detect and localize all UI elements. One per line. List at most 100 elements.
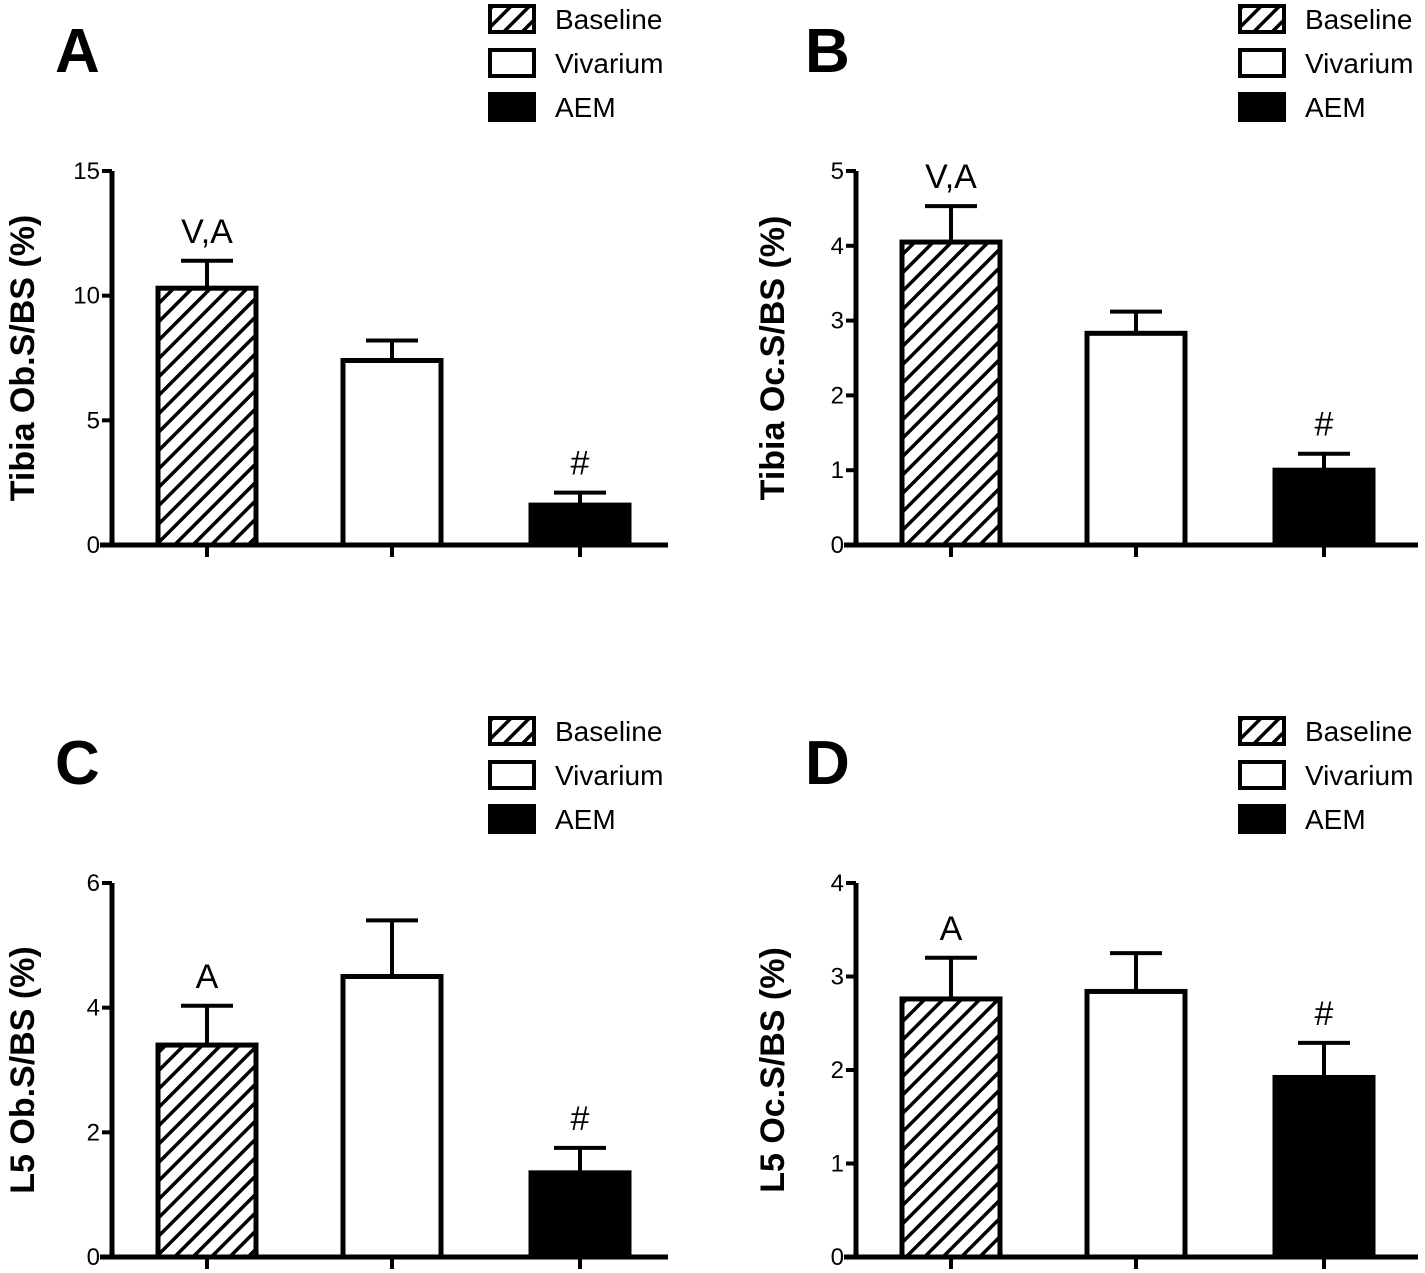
legend-swatch xyxy=(488,716,536,746)
y-tick-label: 0 xyxy=(831,532,844,559)
y-tick-label: 2 xyxy=(831,1057,844,1084)
panel-c: C Baseline Vivarium AEM 0 2 4 6 L5 Ob.S/BS (%) A # xyxy=(4,716,668,1271)
legend-item-baseline: Baseline xyxy=(1238,716,1412,747)
y-tick-label: 15 xyxy=(73,158,100,185)
panel-a: A Baseline Vivarium AEM 0 5 10 15 Tibia Ob.S/BS … xyxy=(4,4,668,559)
y-tick-label: 5 xyxy=(87,407,100,434)
legend-item-aem: AEM xyxy=(1238,92,1366,123)
bar-rect xyxy=(899,239,1003,548)
y-tick-label: 2 xyxy=(87,1119,100,1146)
bar-rect xyxy=(1084,330,1188,548)
legend-label: AEM xyxy=(555,92,616,123)
y-tick-label: 10 xyxy=(73,283,100,310)
legend-swatch xyxy=(1238,48,1286,78)
legend-item-aem: AEM xyxy=(1238,804,1366,835)
panel-b: B Baseline Vivarium AEM 0 1 2 3 4 5 Tibia Oc.S/BS … xyxy=(754,4,1418,559)
legend-swatch xyxy=(1238,716,1286,746)
bar-aem xyxy=(528,490,632,548)
bar-rect xyxy=(340,357,444,548)
y-tick-label: 4 xyxy=(831,233,844,260)
legend-label: Vivarium xyxy=(555,760,663,791)
legend-swatch xyxy=(488,92,536,122)
legend-label: Baseline xyxy=(555,4,662,35)
y-tick-label: 0 xyxy=(87,1244,100,1271)
y-axis-label: L5 Oc.S/BS (%) xyxy=(754,947,792,1193)
panel-d: D Baseline Vivarium AEM 0 1 2 3 4 L5 Oc.S/BS (%) A… xyxy=(754,716,1418,1271)
significance-label: V,A xyxy=(181,213,233,251)
panel-letter: A xyxy=(55,17,100,86)
bar-rect xyxy=(1084,988,1188,1260)
legend-label: Baseline xyxy=(1305,716,1412,747)
legend-item-vivarium: Vivarium xyxy=(488,760,663,791)
bar-rect xyxy=(155,285,259,548)
bar-aem xyxy=(1272,451,1376,548)
y-tick-label: 0 xyxy=(831,1244,844,1271)
panel-letter: D xyxy=(805,729,850,798)
bar-vivarium xyxy=(340,918,444,1260)
y-tick-label: 6 xyxy=(87,870,100,897)
legend-swatch xyxy=(1238,4,1286,34)
significance-label: A xyxy=(196,958,219,996)
bar-rect xyxy=(155,1042,259,1260)
legend-label: AEM xyxy=(555,804,616,835)
y-tick-label: 2 xyxy=(831,382,844,409)
y-axis-label: Tibia Ob.S/BS (%) xyxy=(4,215,42,502)
legend-label: AEM xyxy=(1305,92,1366,123)
legend-swatch xyxy=(1238,804,1286,834)
significance-label: # xyxy=(1315,995,1334,1033)
y-tick-label: 3 xyxy=(831,308,844,335)
legend-label: Vivarium xyxy=(1305,760,1413,791)
legend-swatch xyxy=(488,804,536,834)
y-tick-label: 0 xyxy=(87,532,100,559)
legend-item-baseline: Baseline xyxy=(488,716,662,747)
significance-label: A xyxy=(940,910,963,948)
legend-swatch xyxy=(488,760,536,790)
y-tick-label: 1 xyxy=(831,1151,844,1178)
legend-item-aem: AEM xyxy=(488,92,616,123)
legend-label: Vivarium xyxy=(555,48,663,79)
legend-swatch xyxy=(1238,92,1286,122)
legend-item-aem: AEM xyxy=(488,804,616,835)
bar-rect xyxy=(528,1170,632,1260)
bar-baseline xyxy=(899,955,1003,1260)
bar-baseline xyxy=(155,1003,259,1260)
significance-label: V,A xyxy=(925,158,977,196)
y-tick-label: 1 xyxy=(831,457,844,484)
y-tick-label: 4 xyxy=(87,995,100,1022)
bar-vivarium xyxy=(340,338,444,548)
legend-label: AEM xyxy=(1305,804,1366,835)
panel-letter: B xyxy=(805,17,850,86)
legend-item-vivarium: Vivarium xyxy=(1238,760,1413,791)
bar-vivarium xyxy=(1084,309,1188,548)
y-axis-label: Tibia Oc.S/BS (%) xyxy=(754,216,792,501)
legend-label: Baseline xyxy=(1305,4,1412,35)
legend-label: Baseline xyxy=(555,716,662,747)
y-tick-label: 3 xyxy=(831,964,844,991)
y-axis-label: L5 Ob.S/BS (%) xyxy=(4,946,42,1193)
bar-baseline xyxy=(155,258,259,548)
bar-rect xyxy=(1272,467,1376,548)
bar-aem xyxy=(1272,1040,1376,1260)
legend-item-baseline: Baseline xyxy=(1238,4,1412,35)
legend-item-vivarium: Vivarium xyxy=(488,48,663,79)
panel-letter: C xyxy=(55,729,100,798)
legend-swatch xyxy=(488,4,536,34)
bar-vivarium xyxy=(1084,951,1188,1260)
significance-label: # xyxy=(571,445,590,483)
bar-rect xyxy=(899,996,1003,1260)
legend-item-baseline: Baseline xyxy=(488,4,662,35)
bar-rect xyxy=(528,502,632,548)
legend-swatch xyxy=(1238,760,1286,790)
significance-label: # xyxy=(1315,406,1334,444)
legend-swatch xyxy=(488,48,536,78)
bar-rect xyxy=(1272,1074,1376,1260)
legend-item-vivarium: Vivarium xyxy=(1238,48,1413,79)
y-tick-label: 5 xyxy=(831,158,844,185)
legend-label: Vivarium xyxy=(1305,48,1413,79)
significance-label: # xyxy=(571,1100,590,1138)
y-tick-label: 4 xyxy=(831,870,844,897)
bar-baseline xyxy=(899,204,1003,548)
bar-aem xyxy=(528,1145,632,1260)
bar-rect xyxy=(340,974,444,1260)
